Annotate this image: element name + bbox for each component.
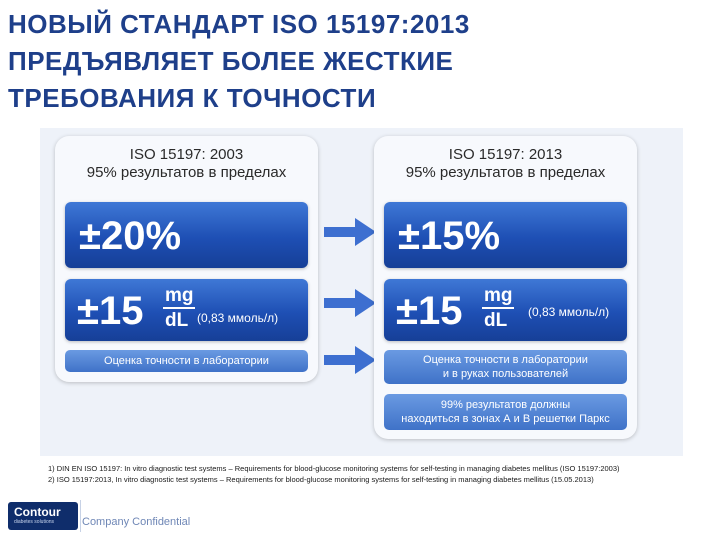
iso-2003-note: Оценка точности в лаборатории	[65, 350, 308, 372]
iso-2013-heading: ISO 15197: 2013 95% результатов в предел…	[374, 146, 637, 182]
iso-2013-extra: 99% результатов должны находиться в зона…	[384, 394, 627, 430]
page-title: НОВЫЙ СТАНДАРТ ISO 15197:2013 ПРЕДЪЯВЛЯЕ…	[8, 6, 708, 117]
iso-2013-mgdl-value: ±15	[396, 289, 463, 333]
iso-2013-note: Оценка точности в лаборатории и в руках …	[384, 350, 627, 384]
title-line-3: ТРЕБОВАНИЯ К ТОЧНОСТИ	[8, 83, 377, 113]
iso-2003-percent-bar: ±20%	[65, 202, 308, 268]
iso-2003-subtitle: 95% результатов в пределах	[86, 164, 287, 181]
iso-2013-extra-line-1: 99% результатов должны	[440, 399, 571, 411]
iso-2013-note-line-1: Оценка точности в лаборатории	[423, 354, 588, 366]
contour-logo: Contour diabetes solutions	[8, 502, 78, 530]
footnotes: 1) DIN EN ISO 15197: In vitro diagnostic…	[48, 463, 708, 485]
iso-2003-percent: ±20%	[79, 214, 182, 258]
iso-2013-mmol: (0,83 ммоль/л)	[528, 305, 610, 319]
iso-2013-card: ISO 15197: 2013 95% результатов в предел…	[374, 136, 637, 439]
right-arrow-icon	[324, 346, 376, 374]
iso-2013-unit-divider	[482, 307, 514, 309]
iso-2003-title: ISO 15197: 2003	[129, 146, 244, 163]
iso-2013-unit-dl: dL	[484, 310, 508, 331]
iso-2003-mgdl-bar: ±15 mg dL (0,83 ммоль/л)	[65, 279, 308, 341]
iso-2003-unit-mg: mg	[165, 285, 194, 306]
iso-2003-unit-dl: dL	[165, 310, 189, 331]
iso-2013-unit-mg: mg	[484, 285, 513, 306]
iso-2013-percent: ±15%	[398, 214, 501, 258]
iso-2013-mgdl-bar: ±15 mg dL (0,83 ммоль/л)	[384, 279, 627, 341]
iso-2013-extra-line-2: находиться в зонах А и В решетки Паркс	[401, 413, 610, 425]
footnote-2: 2) ISO 15197:2013, In vitro diagnostic t…	[48, 475, 594, 484]
iso-2003-unit-divider	[163, 307, 195, 309]
iso-2003-heading: ISO 15197: 2003 95% результатов в предел…	[55, 146, 318, 182]
iso-2003-mmol: (0,83 ммоль/л)	[197, 311, 279, 325]
iso-2013-title: ISO 15197: 2013	[448, 146, 563, 163]
iso-2003-mgdl-value: ±15	[77, 289, 144, 333]
iso-2003-card: ISO 15197: 2003 95% результатов в предел…	[55, 136, 318, 382]
footnote-1: 1) DIN EN ISO 15197: In vitro diagnostic…	[48, 464, 620, 473]
comparison-panel: ISO 15197: 2003 95% результатов в предел…	[40, 128, 683, 456]
footer-divider	[80, 500, 81, 532]
iso-2013-note-line-2: и в руках пользователей	[442, 368, 569, 380]
right-arrow-icon	[324, 218, 376, 246]
logo-subtext: diabetes solutions	[14, 519, 55, 525]
right-arrow-icon	[324, 289, 376, 317]
confidential-label: Company Confidential	[82, 516, 191, 528]
title-line-2: ПРЕДЪЯВЛЯЕТ БОЛЕЕ ЖЕСТКИЕ	[8, 46, 454, 76]
title-line-1: НОВЫЙ СТАНДАРТ ISO 15197:2013	[8, 9, 470, 39]
iso-2013-percent-bar: ±15%	[384, 202, 627, 268]
iso-2013-subtitle: 95% результатов в пределах	[405, 164, 606, 181]
logo-text: Contour	[14, 505, 61, 519]
iso-2003-note-text: Оценка точности в лаборатории	[104, 355, 269, 367]
